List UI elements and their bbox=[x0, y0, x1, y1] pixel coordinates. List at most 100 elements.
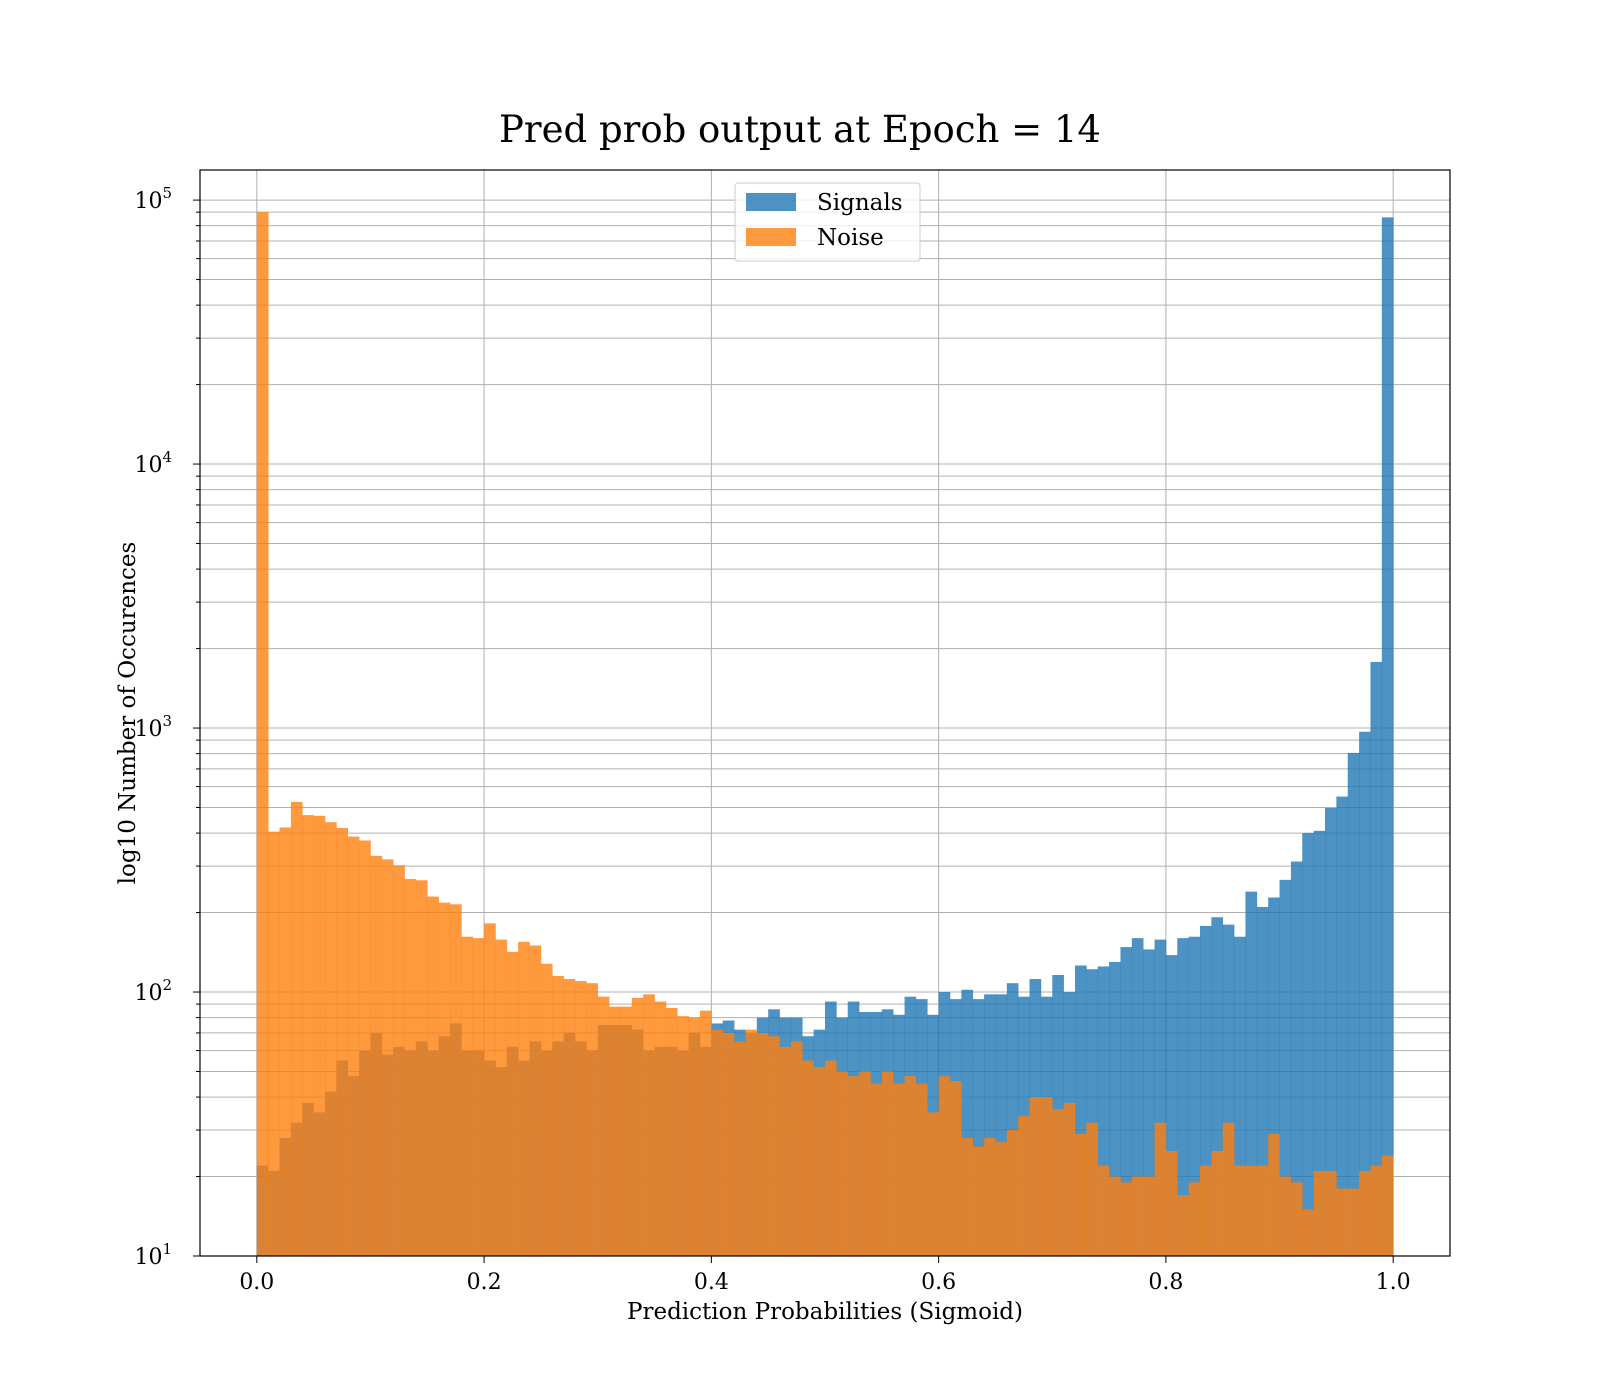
bar-noise bbox=[279, 827, 292, 1256]
bar-noise bbox=[915, 1083, 928, 1256]
bar-noise bbox=[734, 1041, 746, 1256]
x-tick-label: 0.6 bbox=[921, 1270, 956, 1295]
bar-noise bbox=[1302, 1209, 1314, 1256]
bar-signals bbox=[1381, 217, 1394, 1257]
bar-signals bbox=[1290, 861, 1303, 1256]
bar-signals bbox=[995, 994, 1008, 1256]
bar-noise bbox=[393, 865, 405, 1256]
y-axis-label: log10 Number of Occurences bbox=[115, 542, 141, 885]
bar-noise bbox=[700, 1010, 712, 1256]
bar-noise bbox=[881, 1071, 894, 1256]
bar-noise bbox=[643, 994, 655, 1256]
bar-noise bbox=[1097, 1165, 1110, 1256]
bar-noise bbox=[1325, 1170, 1337, 1256]
bar-signals bbox=[972, 999, 985, 1256]
bar-noise bbox=[1234, 1165, 1246, 1256]
bar-noise bbox=[1336, 1188, 1349, 1256]
bar-noise bbox=[450, 904, 462, 1256]
bar-noise bbox=[609, 1006, 621, 1256]
bar-noise bbox=[631, 997, 644, 1256]
bar-signals bbox=[1347, 752, 1360, 1256]
bar-noise bbox=[756, 1032, 769, 1256]
bar-signals bbox=[1211, 917, 1224, 1256]
x-tick-label: 0.2 bbox=[467, 1270, 502, 1295]
bar-noise bbox=[984, 1137, 996, 1256]
bar-noise bbox=[779, 1046, 792, 1256]
bar-noise bbox=[1018, 1115, 1030, 1256]
bar-signals bbox=[1279, 879, 1292, 1256]
bar-noise bbox=[654, 1001, 667, 1256]
bar-noise bbox=[1029, 1097, 1042, 1256]
x-tick-label: 0.4 bbox=[694, 1270, 729, 1295]
bar-signals bbox=[1222, 924, 1235, 1256]
bar-noise bbox=[256, 212, 269, 1257]
bar-noise bbox=[1075, 1133, 1087, 1256]
bar-noise bbox=[438, 902, 451, 1256]
bar-signals bbox=[1120, 947, 1133, 1256]
bar-noise bbox=[336, 828, 349, 1256]
bar-signals bbox=[1234, 936, 1246, 1256]
bar-signals bbox=[1245, 891, 1258, 1256]
bar-signals bbox=[1359, 731, 1371, 1256]
bar-noise bbox=[370, 855, 383, 1256]
bar-noise bbox=[1165, 1150, 1178, 1256]
bar-noise bbox=[1154, 1122, 1167, 1256]
bar-signals bbox=[1370, 661, 1383, 1256]
bar-noise bbox=[790, 1041, 803, 1256]
bar-noise bbox=[597, 996, 610, 1256]
bar-noise bbox=[1177, 1195, 1189, 1256]
bar-noise bbox=[325, 822, 337, 1256]
bar-signals bbox=[1165, 955, 1178, 1256]
bar-noise bbox=[1052, 1109, 1064, 1256]
series-noise bbox=[256, 212, 1394, 1257]
bar-signals bbox=[1268, 897, 1280, 1256]
histogram-bars bbox=[256, 212, 1394, 1257]
legend-swatch-signals bbox=[746, 193, 796, 211]
bar-noise bbox=[1188, 1182, 1201, 1256]
plot-frame bbox=[199, 169, 1451, 1257]
bar-noise bbox=[575, 981, 587, 1256]
bar-noise bbox=[950, 1081, 962, 1256]
bar-noise bbox=[1245, 1165, 1258, 1256]
bar-noise bbox=[1313, 1170, 1326, 1256]
bar-noise bbox=[1381, 1155, 1394, 1256]
bar-noise bbox=[870, 1083, 883, 1256]
bar-noise bbox=[1131, 1176, 1144, 1256]
x-tick-label: 0.8 bbox=[1148, 1270, 1183, 1295]
bar-noise bbox=[927, 1112, 939, 1256]
bar-signals bbox=[1006, 983, 1019, 1256]
bar-signals bbox=[1086, 969, 1099, 1256]
bar-noise bbox=[404, 879, 417, 1256]
bar-signals bbox=[1325, 807, 1337, 1256]
bar-noise bbox=[711, 1029, 724, 1256]
bar-noise bbox=[1063, 1102, 1076, 1256]
x-axis-label: Prediction Probabilities (Sigmoid) bbox=[627, 1299, 1023, 1325]
bar-noise bbox=[665, 1007, 678, 1256]
bar-noise bbox=[472, 938, 485, 1256]
y-tick-label: 103 bbox=[134, 712, 172, 742]
bar-noise bbox=[859, 1071, 871, 1256]
bar-noise bbox=[813, 1066, 826, 1256]
bar-noise bbox=[745, 1029, 758, 1256]
bar-noise bbox=[529, 945, 542, 1256]
bar-signals bbox=[961, 989, 974, 1256]
bar-noise bbox=[313, 815, 326, 1256]
bar-noise bbox=[836, 1071, 849, 1256]
bar-noise bbox=[381, 859, 394, 1256]
bar-noise bbox=[904, 1076, 917, 1256]
bar-noise bbox=[1370, 1165, 1383, 1256]
bar-noise bbox=[290, 801, 303, 1256]
legend-label-noise: Noise bbox=[817, 225, 884, 251]
bar-noise bbox=[1359, 1170, 1371, 1256]
bar-noise bbox=[563, 979, 576, 1256]
legend-label-signals: Signals bbox=[817, 190, 903, 216]
bar-noise bbox=[1211, 1150, 1224, 1256]
bar-noise bbox=[268, 831, 280, 1256]
bar-noise bbox=[518, 941, 530, 1256]
bar-signals bbox=[1200, 925, 1212, 1256]
x-tick-label: 1.0 bbox=[1376, 1270, 1411, 1295]
y-tick-label: 105 bbox=[134, 184, 172, 214]
bar-signals bbox=[1313, 830, 1326, 1256]
legend: Signals Noise bbox=[734, 182, 921, 262]
x-tick-label: 0.0 bbox=[239, 1270, 274, 1295]
